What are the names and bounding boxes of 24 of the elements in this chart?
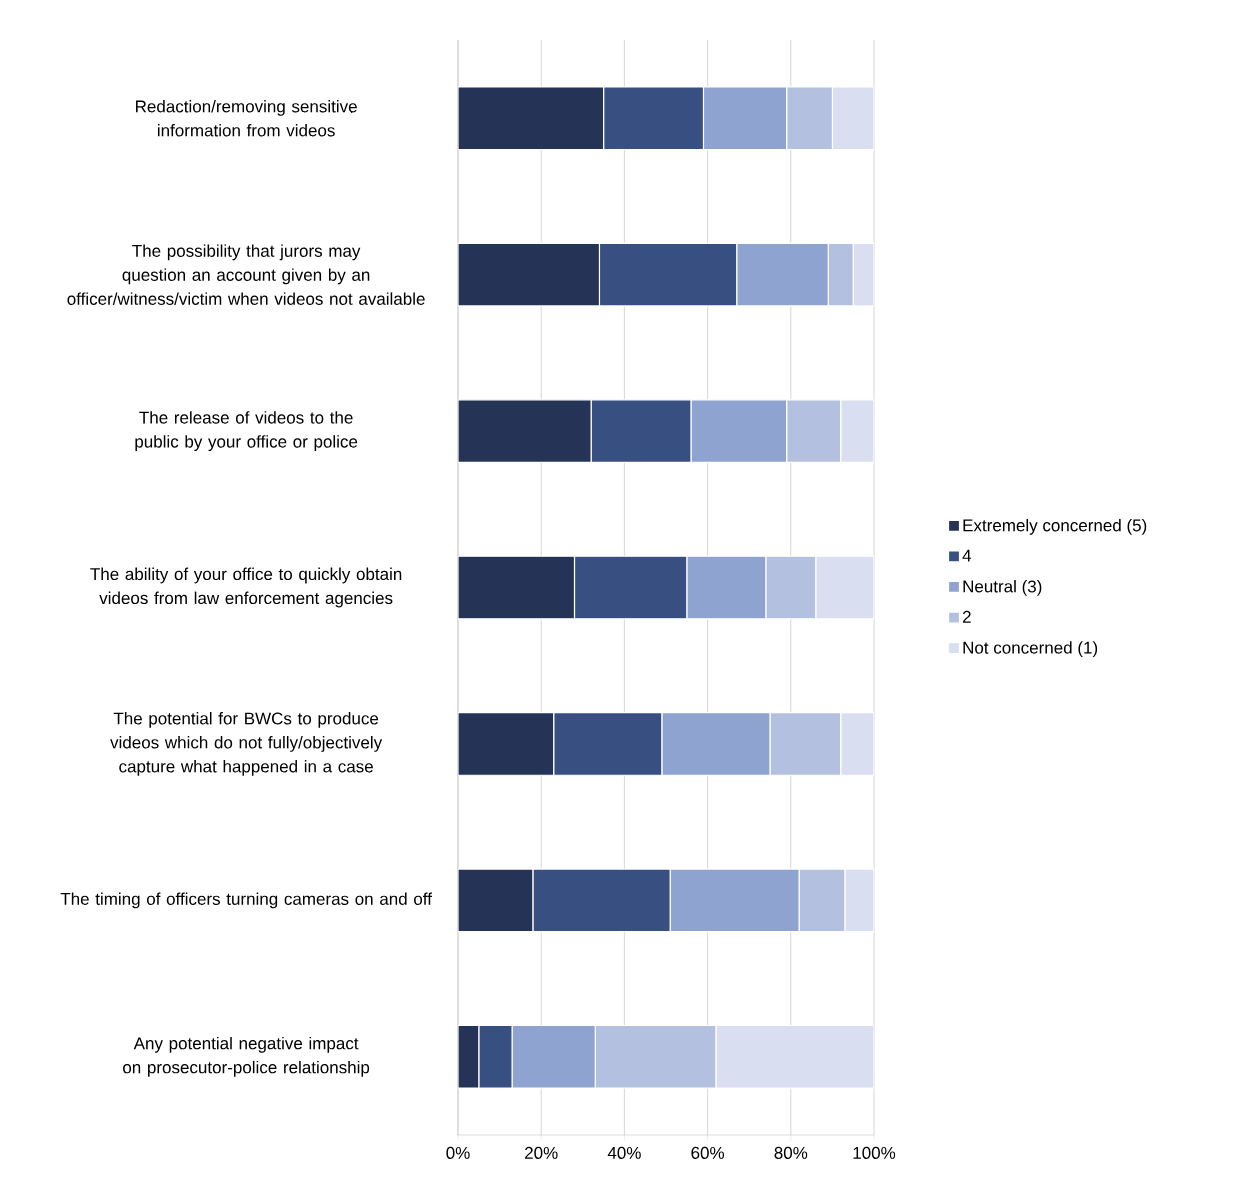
bar bbox=[458, 868, 534, 933]
bar bbox=[458, 555, 576, 620]
legend-label: Neutral (3) bbox=[963, 580, 1042, 596]
y-tick-label: Redaction/removing sensitive information from videos bbox=[136, 99, 357, 137]
y-tick-label: The potential for BWCs to produce videos which do not fully/objectively capture what happened in a case bbox=[110, 712, 383, 776]
bar bbox=[458, 86, 605, 151]
x-tick-label: 80% bbox=[774, 1146, 808, 1159]
y-tick-label: The ability of your office to quickly obtain videos from law enforcement agencies bbox=[90, 567, 402, 608]
legend-label: Not concerned (1) bbox=[963, 641, 1098, 658]
x-tick-label: 60% bbox=[691, 1146, 725, 1159]
bar bbox=[458, 242, 601, 307]
legend-label: Extremely concerned (5) bbox=[963, 518, 1147, 535]
legend-label: 4 bbox=[962, 549, 972, 562]
x-tick-label: 0% bbox=[446, 1146, 470, 1159]
x-tick-label: 40% bbox=[607, 1146, 641, 1159]
legend-label: 2 bbox=[962, 610, 971, 623]
x-tick-label: 20% bbox=[525, 1146, 558, 1159]
y-tick-label: The timing of officers turning cameras on and off bbox=[60, 892, 432, 909]
y-tick-label: The release of videos to the public by your office or police bbox=[135, 411, 358, 452]
x-tick-label: 100% bbox=[853, 1146, 896, 1159]
bar bbox=[458, 399, 592, 463]
bar bbox=[458, 712, 555, 776]
y-tick-label: Any potential negative impact on prosecutor-police relationship bbox=[123, 1036, 370, 1077]
y-tick-label: The possibility that jurors may question an account given by an officer/witness/victim when videos not available bbox=[67, 244, 425, 305]
